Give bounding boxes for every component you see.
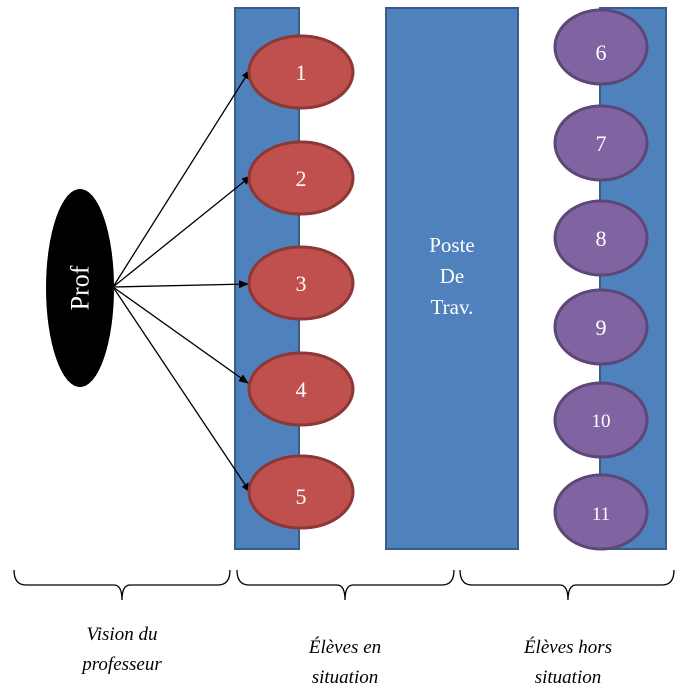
vision-arrow-4 xyxy=(112,286,249,384)
student-ellipse-10 xyxy=(553,381,649,459)
student-label-6: 6 xyxy=(596,40,607,65)
student-label-3: 3 xyxy=(296,271,307,296)
caption-in-situation-line-2: situation xyxy=(311,667,379,688)
professor-label: Prof xyxy=(66,265,95,310)
student-label-2: 2 xyxy=(296,166,307,191)
student-group-in-situation: 1 2 3 4 5 xyxy=(247,34,355,530)
caption-vision-line-2: professeur xyxy=(82,654,162,675)
student-ellipse-3 xyxy=(247,245,355,321)
work-station-label-line-1: Poste xyxy=(429,233,475,257)
bracket-vision xyxy=(13,569,231,601)
group-brackets xyxy=(13,569,675,601)
caption-vision: Vision du professeur xyxy=(32,620,212,680)
caption-out-situation: Élèves hors situation xyxy=(478,633,658,693)
vision-arrow-5 xyxy=(112,286,251,493)
student-ellipse-5 xyxy=(247,454,355,530)
work-station-label-line-2: De xyxy=(440,264,465,288)
caption-out-situation-line-2: situation xyxy=(534,667,602,688)
right-student-bar xyxy=(599,7,667,550)
bracket-in-situation xyxy=(236,569,455,601)
student-label-1: 1 xyxy=(296,60,307,85)
caption-in-situation-line-1: Élèves en xyxy=(308,637,382,658)
student-label-7: 7 xyxy=(596,131,607,156)
student-group-out-situation: 6 7 8 9 10 11 xyxy=(553,8,649,551)
student-label-9: 9 xyxy=(596,315,607,340)
vision-arrows xyxy=(112,69,252,493)
caption-in-situation: Élèves en situation xyxy=(255,633,435,693)
student-ellipse-8 xyxy=(553,199,649,277)
student-ellipse-6 xyxy=(553,8,649,86)
vision-arrow-2 xyxy=(112,175,252,288)
student-ellipse-1 xyxy=(247,34,355,110)
student-ellipse-9 xyxy=(553,288,649,366)
caption-out-situation-line-1: Élèves hors xyxy=(523,637,613,658)
caption-vision-line-1: Vision du xyxy=(86,624,158,645)
work-station-bar xyxy=(385,7,519,550)
vision-arrow-1 xyxy=(112,69,251,288)
student-label-11: 11 xyxy=(592,504,610,525)
student-label-5: 5 xyxy=(296,484,307,509)
student-label-8: 8 xyxy=(596,226,607,251)
work-station-label-line-3: Trav. xyxy=(431,295,474,319)
bracket-out-situation xyxy=(459,569,675,601)
student-label-4: 4 xyxy=(296,377,307,402)
student-ellipse-11 xyxy=(553,473,649,551)
student-ellipse-2 xyxy=(247,140,355,216)
student-ellipse-4 xyxy=(247,351,355,427)
student-label-10: 10 xyxy=(592,411,611,432)
vision-arrow-3 xyxy=(112,280,249,289)
student-ellipse-7 xyxy=(553,104,649,182)
professor-ellipse xyxy=(46,189,114,387)
